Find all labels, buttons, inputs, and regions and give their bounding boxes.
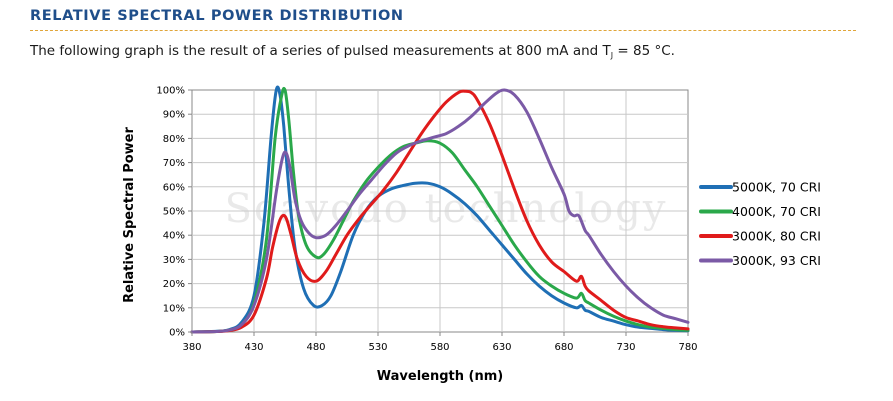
y-tick-label: 10%	[163, 303, 185, 314]
chart-caption: The following graph is the result of a s…	[30, 43, 675, 60]
y-tick-label: 90%	[163, 110, 185, 121]
legend-label: 5000K, 70 CRI	[732, 180, 821, 195]
x-tick-label: 780	[678, 342, 697, 353]
y-tick-label: 50%	[163, 207, 185, 218]
y-axis-ticks: 0% 10% 20% 30% 40% 50% 60% 70% 80% 90% 100%	[156, 86, 192, 339]
x-axis-title: Wavelength (nm)	[377, 369, 503, 384]
caption-prefix: The following graph is the result of a s…	[30, 43, 611, 59]
y-tick-label: 80%	[163, 134, 185, 145]
x-tick-label: 580	[430, 342, 449, 353]
y-tick-label: 30%	[163, 255, 185, 266]
y-tick-label: 40%	[163, 231, 185, 242]
x-axis-ticks: 380 430 480 530 580 630 680 730 780	[182, 332, 698, 353]
series-lines	[190, 85, 690, 334]
y-axis-title: Relative Spectral Power	[122, 127, 137, 303]
series-line-1	[190, 85, 690, 334]
y-tick-label: 70%	[163, 158, 185, 169]
legend-box	[697, 175, 835, 275]
caption-subscript: J	[610, 51, 614, 60]
y-tick-label: 0%	[169, 328, 185, 339]
heading-divider	[30, 30, 856, 31]
x-tick-label: 730	[616, 342, 635, 353]
legend-label: 3000K, 93 CRI	[732, 253, 821, 268]
x-tick-label: 430	[244, 342, 263, 353]
series-line-4	[190, 88, 690, 334]
legend-label: 4000K, 70 CRI	[732, 204, 821, 219]
series-line-3	[190, 89, 690, 334]
x-tick-label: 380	[182, 342, 201, 353]
legend-label: 3000K, 80 CRI	[732, 229, 821, 244]
y-tick-label: 20%	[163, 279, 185, 290]
y-tick-label: 100%	[156, 86, 185, 97]
x-tick-label: 530	[368, 342, 387, 353]
x-tick-label: 480	[306, 342, 325, 353]
y-tick-label: 60%	[163, 182, 185, 193]
x-tick-label: 680	[554, 342, 573, 353]
caption-suffix: = 85 °C.	[613, 43, 675, 59]
section-heading: RELATIVE SPECTRAL POWER DISTRIBUTION	[30, 8, 404, 24]
legend: 5000K, 70 CRI 4000K, 70 CRI 3000K, 80 CRI 3…	[699, 180, 821, 268]
x-tick-label: 630	[492, 342, 511, 353]
